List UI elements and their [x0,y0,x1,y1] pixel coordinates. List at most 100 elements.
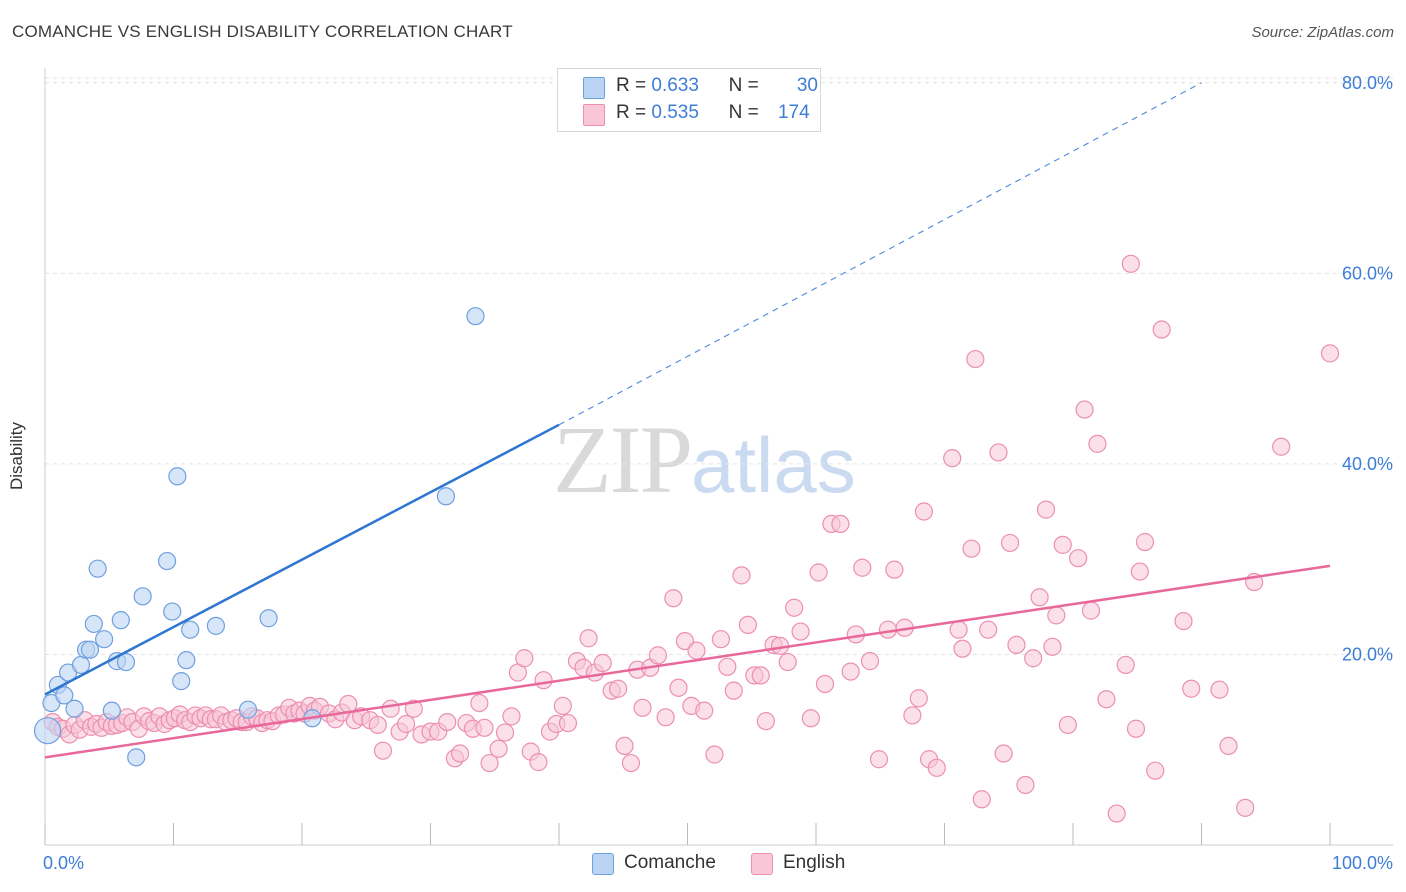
english-point [1007,635,1026,655]
english-point [579,629,598,648]
legend-text-english: R = 0.535 N = 174 [616,102,818,124]
english-point [841,662,860,681]
chart-title: COMANCHE VS ENGLISH DISABILITY CORRELATI… [12,22,513,41]
comanche-point [33,717,62,745]
english-point [962,539,981,558]
english-point [687,641,706,660]
comanche-legend-swatch [592,853,614,875]
english-point [1219,736,1238,756]
english-point [953,639,972,658]
english-legend-label: English [783,852,846,873]
legend-text-comanche: R = 0.633 N = 30 [616,75,818,97]
english-point [633,698,652,717]
english-point [669,678,688,697]
english-point [1000,533,1020,553]
comanche-point [181,620,200,639]
r-value-comanche: 0.633 [651,75,699,96]
english-point [1030,588,1049,607]
english-point [831,514,850,534]
english-point [553,696,572,715]
comanche-trend-extension [558,82,1202,426]
english-point [791,622,810,641]
english-point [593,653,612,673]
english-point [621,753,641,773]
english-point [495,723,515,742]
english-point [860,652,880,671]
english-point [1088,434,1107,453]
english-point [989,443,1008,462]
y-axis-label: Disability [7,421,26,491]
y-tick-label: 20.0% [1342,644,1393,664]
english-swatch [583,104,605,126]
english-point [718,657,737,676]
comanche-point [259,609,278,628]
english-point [1126,719,1146,738]
english-point [705,745,724,764]
english-point [1174,611,1193,631]
source-label: Source: ZipAtlas.com [1251,24,1394,41]
english-point [438,712,457,732]
english-point [615,736,634,756]
english-point [1210,680,1229,699]
x-ticks [44,823,1331,845]
english-point [450,744,470,763]
watermark-zip: ZIP [553,406,693,513]
english-point [489,739,508,758]
english-point [1135,532,1155,552]
n-value-english: 174 [777,102,810,123]
y-tick-label: 40.0% [1342,454,1393,474]
comanche-point [177,651,196,670]
english-point [778,652,797,672]
english-point [909,689,928,708]
english-point [502,707,521,726]
english-point [1036,500,1056,519]
english-legend-swatch [751,853,773,875]
n-label: N = [728,75,759,96]
r-label: R = [616,75,647,96]
english-point [648,646,668,665]
english-point [966,349,985,369]
comanche-point [102,701,121,720]
comanche-point [436,487,456,506]
x-tick-label: 100.0% [1332,853,1393,873]
comanche-legend-label: Comanche [624,852,716,873]
english-trend-line [44,564,1331,759]
english-point [664,589,683,608]
english-point [609,679,628,698]
y-tick-label: 60.0% [1342,263,1393,283]
english-point [1116,655,1135,675]
english-point [1097,690,1116,709]
english-point [751,666,770,685]
english-point [927,758,946,777]
n-value-comanche: 30 [796,75,818,96]
english-point [339,694,358,714]
english-point [732,566,751,585]
comanche-point [84,614,103,634]
english-point [914,502,934,521]
english-point [1152,320,1171,339]
english-point [869,750,889,769]
comanche-point [168,467,187,486]
english-point [1272,437,1291,456]
english-point [994,744,1013,763]
zipatlas-watermark: ZIPatlas [553,404,856,515]
y-tick-label: 80.0% [1342,73,1393,93]
english-point [809,563,828,582]
english-point [1121,254,1140,273]
r-label: R = [616,102,647,123]
comanche-point [88,559,107,578]
english-point [1107,804,1126,823]
comanche-point [466,307,485,326]
english-point [903,706,922,725]
english-point [1320,344,1340,363]
comanche-point [55,686,74,705]
english-point [396,714,416,734]
english-point [1053,535,1072,554]
english-point [1146,761,1165,780]
english-point [711,630,731,649]
english-point [943,449,962,468]
comanche-point [133,587,152,606]
english-point [515,649,534,668]
english-point [1016,775,1035,795]
